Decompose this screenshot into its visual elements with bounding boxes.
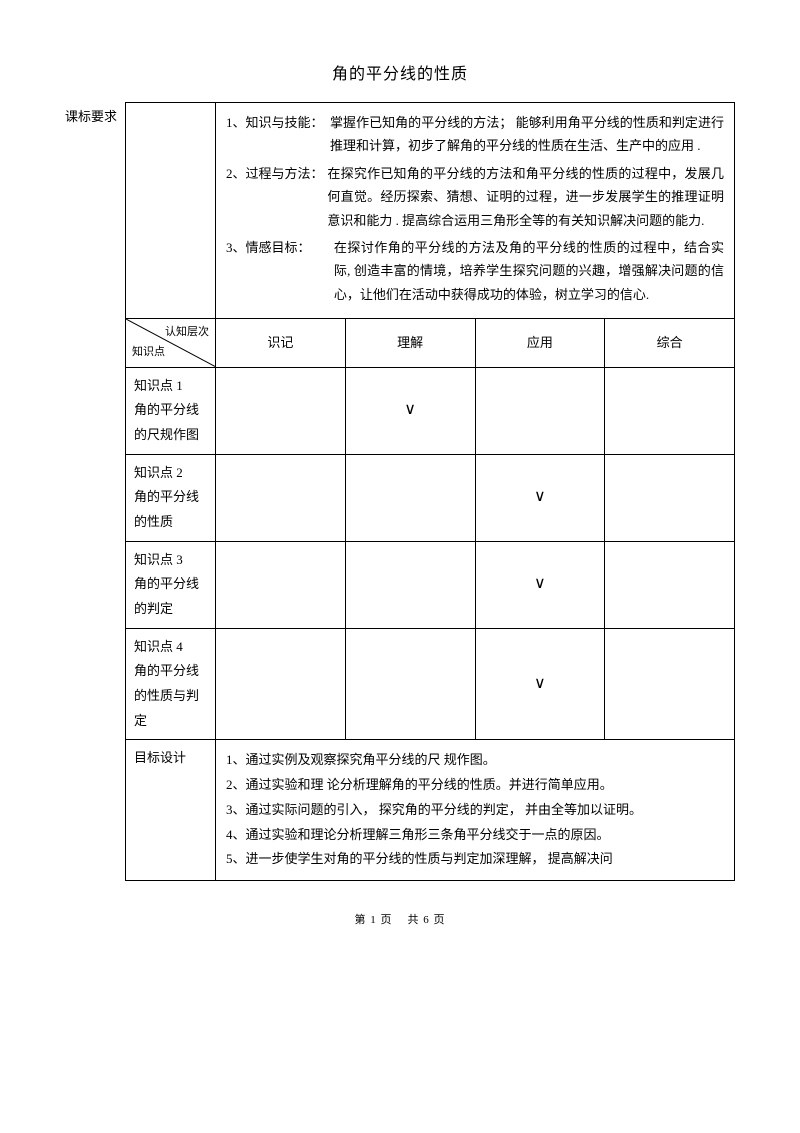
kp3-c3: ∨ [475, 541, 605, 628]
design-line-1: 1、通过实例及观察探究角平分线的尺 规作图。 [226, 748, 724, 773]
footer-total: 共 6 页 [408, 914, 446, 926]
design-content: 1、通过实例及观察探究角平分线的尺 规作图。 2、通过实验和理 论分析理解角的平… [216, 740, 735, 880]
design-line-2: 2、通过实验和理 论分析理解角的平分线的性质。并进行简单应用。 [226, 773, 724, 798]
col-header-3: 应用 [475, 319, 605, 367]
page-footer: 第 1 页 共 6 页 [65, 911, 735, 927]
kp4-c1 [216, 628, 346, 740]
kp2-c2 [345, 454, 475, 541]
obj3-num: 3、情感目标： [226, 236, 311, 306]
kp4-label: 知识点 4 角的平分线的性质与判定 [126, 628, 216, 740]
table-row: 知识点 3 角的平分线的判定 ∨ [126, 541, 735, 628]
obj2-num: 2、过程与方法： [226, 162, 324, 232]
obj2-text: 在探究作已知角的平分线的方法和角平分线的性质的过程中，发展几何直觉。经历探索、猜… [324, 162, 724, 232]
cog-top-label: 认知层次 [165, 323, 209, 343]
objectives-label-cell [126, 103, 216, 319]
kp4-c3: ∨ [475, 628, 605, 740]
col-header-2: 理解 [345, 319, 475, 367]
cognitive-diagonal-header: 认知层次 知识点 [126, 319, 216, 367]
kp2-label: 知识点 2 角的平分线的性质 [126, 454, 216, 541]
kp2-c4 [605, 454, 735, 541]
cog-bot-label: 知识点 [132, 343, 165, 363]
design-line-3: 3、通过实际问题的引入， 探究角的平分线的判定， 并由全等加以证明。 [226, 798, 724, 823]
kp3-c2 [345, 541, 475, 628]
kp3-c4 [605, 541, 735, 628]
kp4-c2 [345, 628, 475, 740]
footer-page: 第 1 页 [355, 914, 393, 926]
design-label: 目标设计 [126, 740, 216, 880]
kp1-c3 [475, 367, 605, 454]
kp3-c1 [216, 541, 346, 628]
table-row: 知识点 2 角的平分线的性质 ∨ [126, 454, 735, 541]
obj3-text: 在探讨作角的平分线的方法及角的平分线的性质的过程中，结合实际, 创造丰富的情境，… [311, 236, 724, 306]
content-table: 1、知识与技能： 掌握作已知角的平分线的方法； 能够利用角平分线的性质和判定进行… [125, 102, 735, 881]
table-row: 知识点 1 角的平分线的尺规作图 ∨ [126, 367, 735, 454]
design-row: 目标设计 1、通过实例及观察探究角平分线的尺 规作图。 2、通过实验和理 论分析… [126, 740, 735, 880]
obj1-num: 1、知识与技能： [226, 111, 324, 158]
kp2-c1 [216, 454, 346, 541]
design-line-5: 5、进一步使学生对角的平分线的性质与判定加深理解， 提高解决问 [226, 847, 724, 872]
kp1-c2: ∨ [345, 367, 475, 454]
objectives-cell: 1、知识与技能： 掌握作已知角的平分线的方法； 能够利用角平分线的性质和判定进行… [216, 103, 735, 319]
kp4-c4 [605, 628, 735, 740]
col-header-4: 综合 [605, 319, 735, 367]
kp1-c1 [216, 367, 346, 454]
kp3-label: 知识点 3 角的平分线的判定 [126, 541, 216, 628]
obj1-text: 掌握作已知角的平分线的方法； 能够利用角平分线的性质和判定进行推理和计算，初步了… [324, 111, 724, 158]
page-title: 角的平分线的性质 [65, 60, 735, 84]
section-label: 课标要求 [65, 102, 125, 125]
kp2-c3: ∨ [475, 454, 605, 541]
table-row: 知识点 4 角的平分线的性质与判定 ∨ [126, 628, 735, 740]
col-header-1: 识记 [216, 319, 346, 367]
kp1-label: 知识点 1 角的平分线的尺规作图 [126, 367, 216, 454]
kp1-c4 [605, 367, 735, 454]
design-line-4: 4、通过实验和理论分析理解三角形三条角平分线交于一点的原因。 [226, 823, 724, 848]
